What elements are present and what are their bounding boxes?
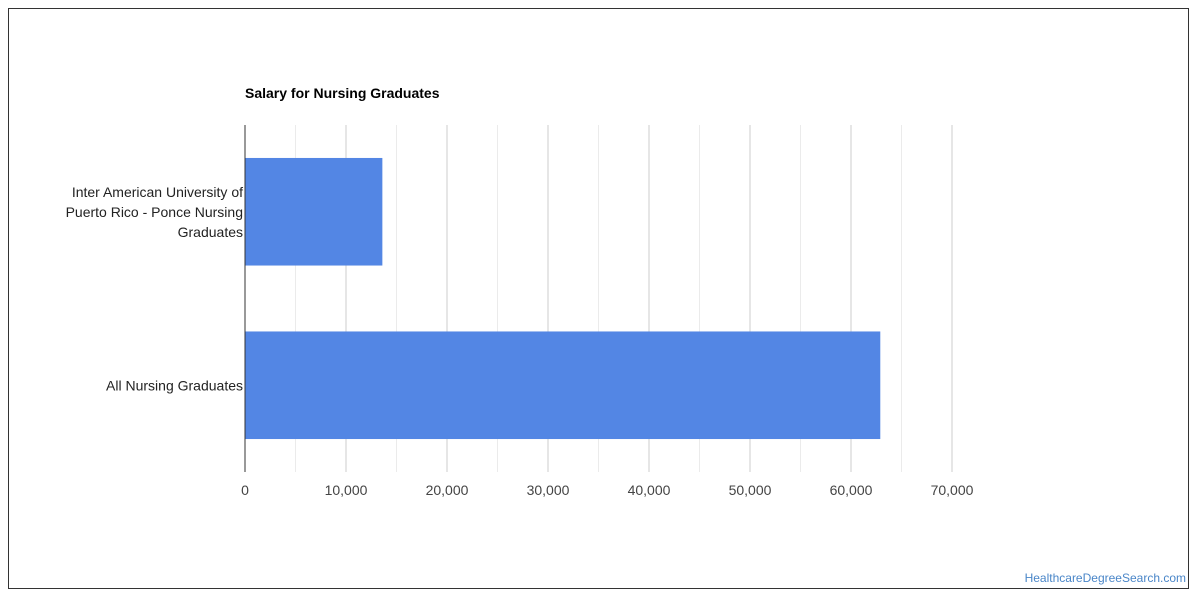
- category-label: All Nursing Graduates: [106, 377, 243, 393]
- chart-title: Salary for Nursing Graduates: [245, 85, 440, 101]
- x-tick-label: 20,000: [426, 482, 469, 498]
- category-label-line: Puerto Rico - Ponce Nursing: [66, 204, 243, 220]
- x-tick-label: 30,000: [527, 482, 570, 498]
- bar[interactable]: [245, 331, 881, 440]
- x-tick-label: 50,000: [729, 482, 772, 498]
- x-tick-label: 60,000: [830, 482, 873, 498]
- x-tick-label: 0: [241, 482, 249, 498]
- category-label-line: Graduates: [178, 224, 243, 240]
- category-labels: Inter American University of Puerto Rico …: [66, 184, 244, 394]
- bars: [245, 157, 881, 440]
- x-tick-label: 10,000: [325, 482, 368, 498]
- category-label-line: Inter American University of: [72, 184, 243, 200]
- x-tick-labels: 0 10,000 20,000 30,000 40,000 50,000 60,000 70,…: [241, 482, 974, 498]
- bar[interactable]: [245, 157, 383, 266]
- x-tick-label: 70,000: [931, 482, 974, 498]
- source-watermark[interactable]: HealthcareDegreeSearch.com: [1024, 571, 1186, 585]
- category-label: Inter American University of Puerto Rico …: [66, 184, 244, 240]
- x-tick-label: 40,000: [628, 482, 671, 498]
- category-label-line: All Nursing Graduates: [106, 377, 243, 393]
